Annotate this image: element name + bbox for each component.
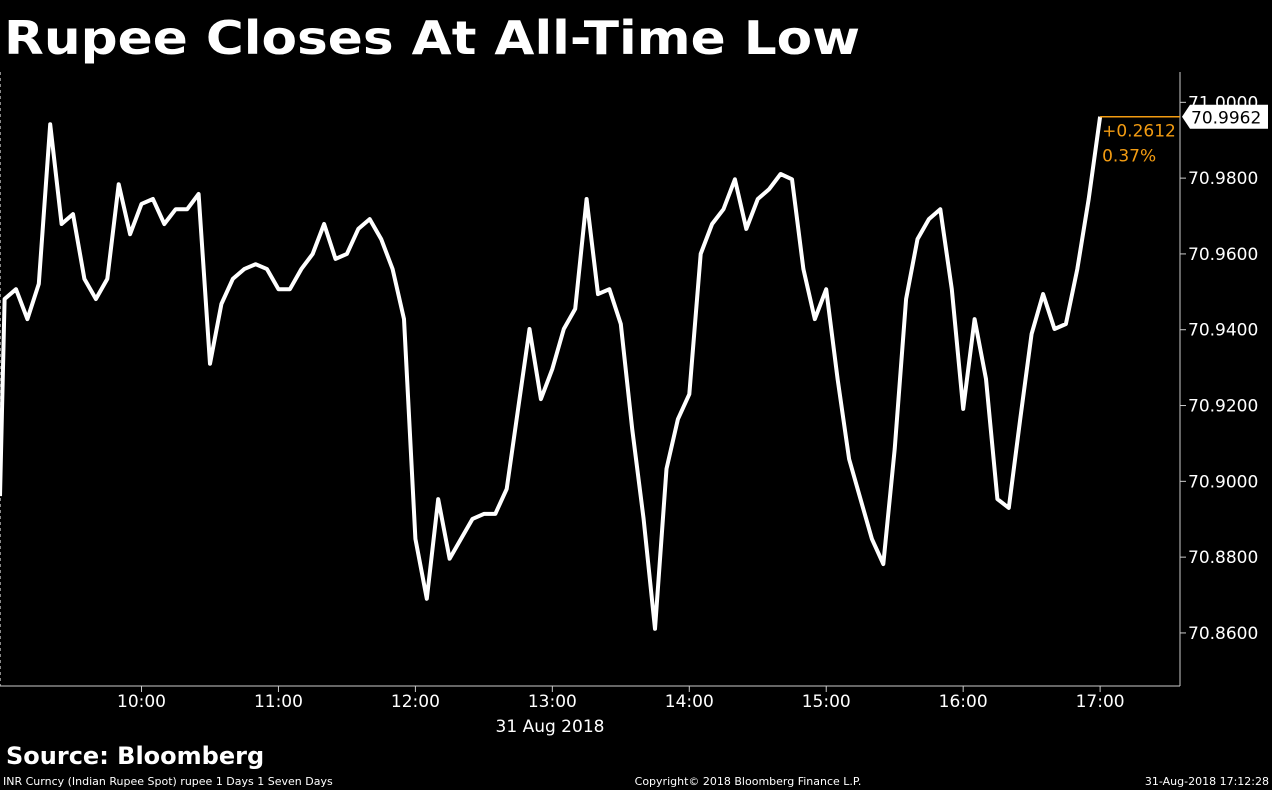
timestamp: 31-Aug-2018 17:12:28: [1145, 775, 1269, 788]
chart-title: Rupee Closes At All-Time Low: [4, 11, 860, 65]
change-label: +0.2612: [1102, 122, 1176, 142]
y-tick-label: 70.8600: [1188, 624, 1258, 644]
x-tick-label: 17:00: [1076, 692, 1125, 712]
date-label: 31 Aug 2018: [496, 717, 605, 737]
y-tick-label: 70.9400: [1188, 321, 1258, 341]
copyright: Copyright© 2018 Bloomberg Finance L.P.: [635, 775, 862, 788]
y-tick-label: 70.9800: [1188, 169, 1258, 189]
y-tick-label: 70.9200: [1188, 397, 1258, 417]
x-tick-label: 11:00: [254, 692, 303, 712]
last-price-label: 70.9962: [1191, 109, 1261, 129]
y-tick-label: 70.9600: [1188, 245, 1258, 265]
y-tick-label: 70.9000: [1188, 472, 1258, 492]
change-pct-label: 0.37%: [1102, 147, 1156, 167]
description: INR Curncy (Indian Rupee Spot) rupee 1 D…: [3, 775, 333, 788]
x-tick-label: 16:00: [939, 692, 988, 712]
y-tick-label: 70.8800: [1188, 548, 1258, 568]
x-tick-label: 13:00: [528, 692, 577, 712]
source: Source: Bloomberg: [6, 742, 264, 770]
x-tick-label: 14:00: [665, 692, 714, 712]
x-tick-label: 10:00: [117, 692, 166, 712]
x-tick-label: 15:00: [802, 692, 851, 712]
x-tick-label: 12:00: [391, 692, 440, 712]
price-line: [0, 116, 1103, 631]
last-price-box: [1182, 104, 1268, 129]
